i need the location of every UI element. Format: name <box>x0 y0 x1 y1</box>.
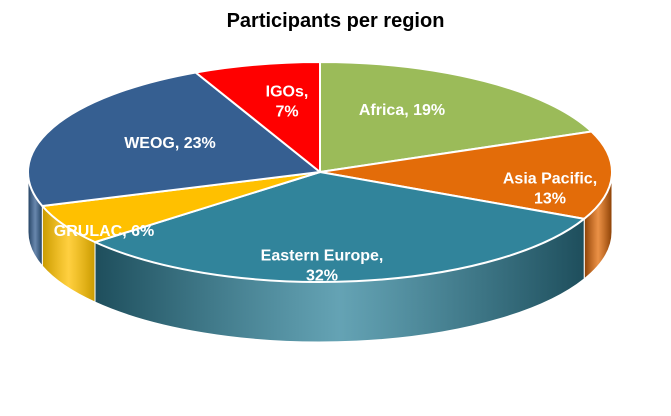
data-label-igos: IGOs, 7% <box>266 83 309 120</box>
slice-africa[interactable] <box>319 61 593 173</box>
chart-title: Participants per region <box>226 10 445 32</box>
slice-igos[interactable] <box>194 61 321 173</box>
data-label-asia-pacific: Asia Pacific, 13% <box>503 170 597 207</box>
data-label-weog: WEOG, 23% <box>124 135 216 152</box>
slice-asia-pacific[interactable] <box>319 130 613 220</box>
slice-weog[interactable] <box>27 71 321 207</box>
data-label-eastern-europe: Eastern Europe, 32% <box>261 247 384 284</box>
slice-eastern-europe[interactable] <box>94 171 586 283</box>
data-label-grulac: GRULAC, 6% <box>54 223 154 240</box>
data-label-africa: Africa, 19% <box>359 102 445 119</box>
